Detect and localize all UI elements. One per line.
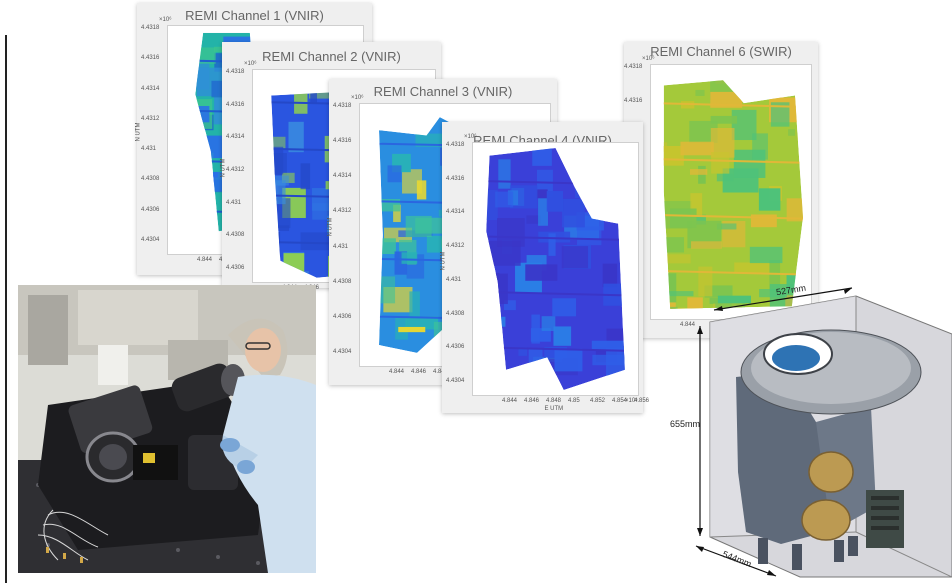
y-tick-label: 4.4318 xyxy=(333,103,352,109)
y-tick-label: 4.4312 xyxy=(333,208,352,215)
panel-title: REMI Channel 1 (VNIR) xyxy=(185,8,324,23)
axis-multiplier: ×10⁶ xyxy=(351,95,364,101)
y-tick-label: 4.4312 xyxy=(141,115,160,122)
y-axis-label: N UTM xyxy=(135,122,142,142)
y-tick-label: 4.4318 xyxy=(446,142,465,148)
x-tick-label: 4.848 xyxy=(546,398,562,404)
panel-channel-6: REMI Channel 6 (SWIR) 4.43184.43164.4314… xyxy=(624,42,818,338)
y-tick-label: 4.4316 xyxy=(226,101,245,108)
instrument-cad-model xyxy=(695,287,952,578)
y-tick-label: 4.4312 xyxy=(446,243,465,250)
left-divider-line xyxy=(5,35,7,583)
x-tick-label: 4.844 xyxy=(197,257,213,263)
axis-multiplier: ×10⁶ xyxy=(642,56,655,62)
y-tick-label: 4.4318 xyxy=(141,25,160,31)
y-tick-label: 4.4314 xyxy=(446,209,465,216)
panel-title: REMI Channel 2 (VNIR) xyxy=(262,49,401,64)
x-tick-label: 4.848 xyxy=(433,369,449,375)
y-tick-label: 4.4316 xyxy=(333,138,352,145)
y-tick-label: 4.4316 xyxy=(446,175,465,182)
x-tick-label: 4.85 xyxy=(568,398,580,404)
y-tick-label: 4.4314 xyxy=(226,134,245,141)
y-tick-label: 4.4304 xyxy=(446,378,465,384)
y-tick-label: 4.4306 xyxy=(446,344,465,351)
panel-title: REMI Channel 6 (SWIR) xyxy=(650,44,792,59)
axis-multiplier: ×10⁶ xyxy=(159,17,172,23)
x-tick-label: 4.844 xyxy=(680,322,696,328)
y-tick-label: 4.431 xyxy=(446,276,462,283)
map-plot xyxy=(650,64,812,320)
x-tick-label: 4.846 xyxy=(411,369,427,375)
y-tick-label: 4.4316 xyxy=(141,55,160,62)
dim-height-label: 655mm xyxy=(670,419,701,429)
y-tick-label: 4.4304 xyxy=(141,237,160,243)
panel-channel-4: REMI Channel 4 (VNIR) 4.4318 4.4316 4.4314… xyxy=(440,122,649,413)
y-tick-label: 4.431 xyxy=(141,146,157,153)
y-tick-label: 4.4306 xyxy=(141,206,160,213)
y-tick-label: 4.4316 xyxy=(624,98,643,104)
y-tick-label: 4.4312 xyxy=(226,167,245,173)
axis-multiplier: ×10⁶ xyxy=(464,134,477,140)
y-tick-label: 4.4318 xyxy=(226,69,245,75)
y-tick-label: 4.4308 xyxy=(446,310,465,317)
panel-title: REMI Channel 3 (VNIR) xyxy=(373,84,513,99)
x-axis-label: E UTM xyxy=(544,406,564,412)
y-tick-label: 4.4318 xyxy=(624,64,643,70)
y-tick-label: 4.4314 xyxy=(141,85,160,92)
y-tick-label: 4.4308 xyxy=(141,176,160,183)
axis-multiplier: ×10⁶ xyxy=(244,61,257,67)
x-tick-label: 4.846 xyxy=(524,398,540,404)
y-tick-label: 4.4306 xyxy=(333,313,352,320)
x-tick-label: 4.856 xyxy=(634,398,650,404)
false-color-map xyxy=(486,148,625,390)
false-color-map xyxy=(663,80,803,309)
y-axis-label: N UTM xyxy=(220,158,227,178)
y-tick-label: 4.431 xyxy=(226,199,242,206)
y-tick-label: 4.431 xyxy=(333,243,349,250)
y-tick-label: 4.4308 xyxy=(226,232,245,239)
y-axis-label: N UTM xyxy=(440,251,447,271)
x-tick-label: 4.844 xyxy=(502,398,518,404)
x-tick-label: 4.854 xyxy=(612,398,628,404)
y-axis-label: N UTM xyxy=(327,217,334,237)
map-plot xyxy=(472,142,639,396)
y-tick-label: 4.4304 xyxy=(333,349,352,355)
y-tick-label: 4.4308 xyxy=(333,278,352,285)
y-tick-label: 4.4306 xyxy=(226,265,245,271)
lab-instrument-photo xyxy=(18,285,316,573)
y-tick-label: 4.4314 xyxy=(333,173,352,180)
x-axis-multiplier: ×10⁵ xyxy=(625,398,638,404)
x-tick-label: 4.844 xyxy=(389,369,405,375)
x-tick-label: 4.852 xyxy=(590,398,606,404)
